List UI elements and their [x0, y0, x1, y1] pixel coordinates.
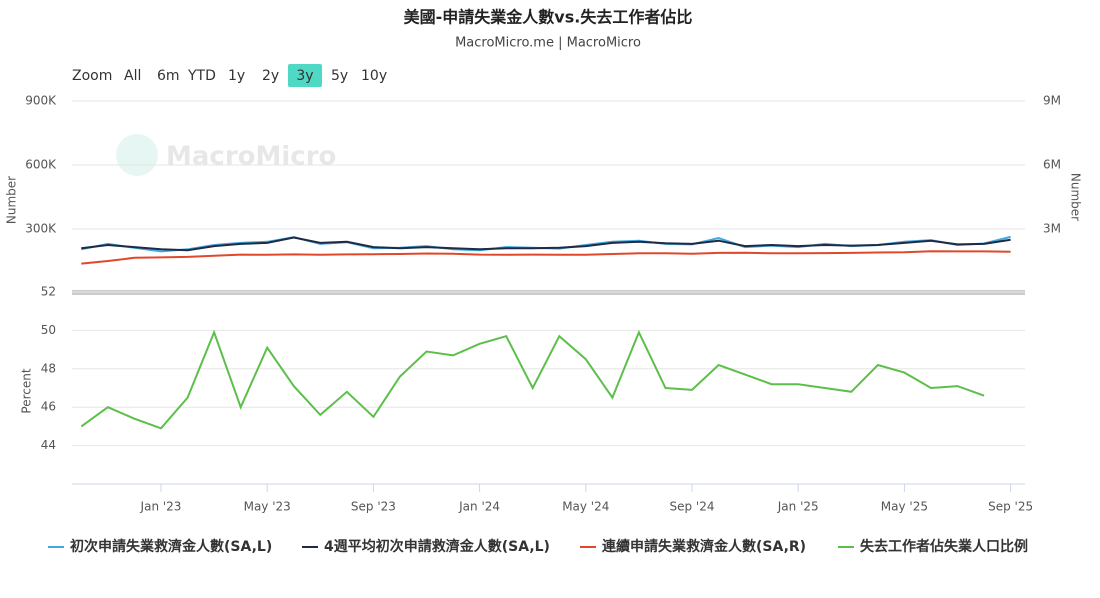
x-tick-label: Jan '25 — [777, 500, 819, 514]
legend-label[interactable]: 4週平均初次申請救濟金人數(SA,L) — [324, 538, 550, 555]
legend: 初次申請失業救濟金人數(SA,L) 4週平均初次申請救濟金人數(SA,L) 連續申請… — [48, 538, 1028, 555]
y2-tick-label: 9M — [1043, 94, 1061, 108]
range-button[interactable]: 6m — [157, 68, 180, 84]
x-tick-label: May '24 — [562, 500, 609, 514]
range-button[interactable]: 1y — [228, 68, 245, 84]
range-button-bg[interactable] — [288, 64, 322, 87]
range-button[interactable]: 5y — [331, 68, 348, 84]
x-tick-label: Sep '23 — [351, 500, 396, 514]
zoom-label: Zoom — [72, 68, 112, 84]
watermark-text: MacroMicro — [166, 142, 336, 172]
y-tick-label: 44 — [41, 438, 56, 452]
y-axis-title: Percent — [20, 368, 34, 413]
range-button[interactable]: 10y — [361, 68, 387, 84]
range-button[interactable]: YTD — [187, 68, 216, 84]
chart-title: 美國-申請失業金人數vs.失去工作者佔比 — [404, 8, 693, 27]
legend-label[interactable]: 連續申請失業救濟金人數(SA,R) — [602, 538, 806, 555]
x-tick-label: Jan '23 — [140, 500, 182, 514]
y-tick-label: 46 — [41, 400, 56, 414]
watermark: MacroMicro — [116, 134, 336, 176]
y-tick-label: 52 — [41, 285, 56, 299]
y2-tick-label: 3M — [1043, 222, 1061, 236]
y-tick-label: 48 — [41, 361, 56, 375]
legend-label[interactable]: 初次申請失業救濟金人數(SA,L) — [70, 538, 272, 555]
x-tick-label: May '23 — [244, 500, 291, 514]
y-tick-label: 300K — [25, 222, 57, 236]
range-button[interactable]: 2y — [262, 68, 279, 84]
y2-axis-title: Number — [1069, 173, 1083, 221]
series-line — [81, 235, 1011, 253]
series-line — [80, 329, 985, 430]
watermark-logo — [116, 134, 158, 176]
x-tick-label: Jan '24 — [458, 500, 500, 514]
chart-subtitle: MacroMicro.me | MacroMicro — [455, 36, 641, 51]
range-button[interactable]: All — [124, 68, 141, 84]
range-button[interactable]: 3y — [296, 68, 313, 84]
x-tick-label: May '25 — [881, 500, 928, 514]
y-axis-title: Number — [5, 176, 19, 224]
series-line — [81, 250, 1011, 265]
y-tick-label: 600K — [25, 158, 57, 172]
series-line — [81, 236, 1011, 252]
y-tick-label: 900K — [25, 94, 57, 108]
x-tick-label: Sep '25 — [988, 500, 1033, 514]
y-tick-label: 50 — [41, 323, 56, 337]
x-tick-label: Sep '24 — [670, 500, 715, 514]
y2-tick-label: 6M — [1043, 158, 1061, 172]
legend-label[interactable]: 失去工作者佔失業人口比例 — [860, 538, 1028, 555]
